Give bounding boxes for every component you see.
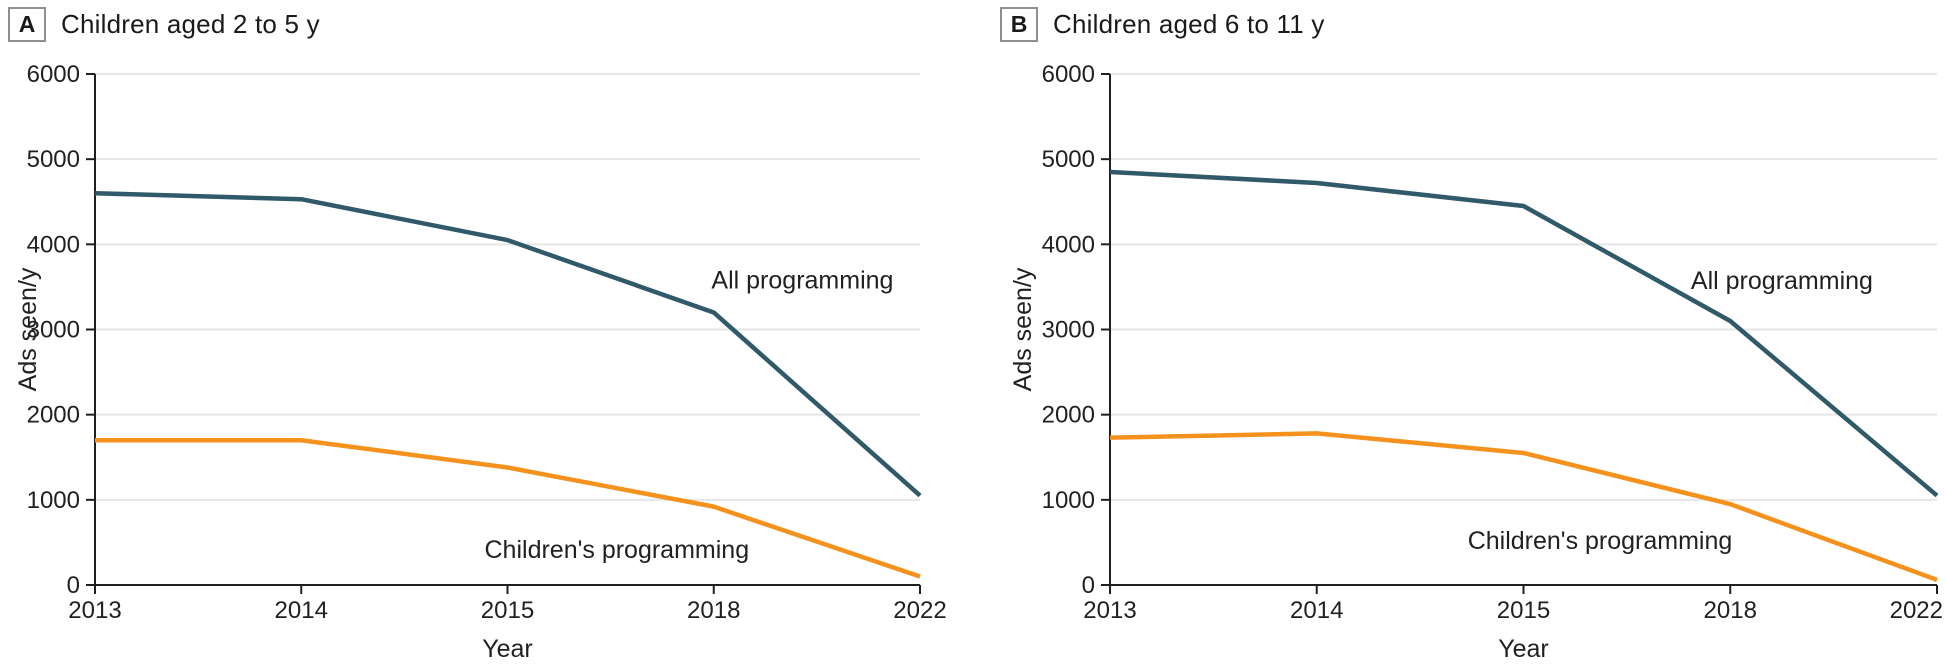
axes: 0 1000 2000 3000 4000 5000 6000 2013 2014 2015 201… (1042, 61, 1943, 624)
series-line-children-s-programming (1109, 431, 1938, 583)
series-line-all-programming (1109, 169, 1939, 498)
y-tick-label: 6000 (27, 61, 80, 88)
x-tick-label: 2014 (275, 597, 328, 624)
panel-a: A Children aged 2 to 5 y 0 1000 2000 3000 40… (8, 7, 947, 663)
x-tick-label: 2013 (1083, 597, 1136, 624)
y-tick-label: 2000 (27, 402, 80, 429)
series-label: All programming (1691, 267, 1873, 295)
series-label: Children's programming (485, 536, 750, 564)
y-tick-label: 1000 (27, 487, 80, 514)
x-tick-label: 2013 (68, 597, 121, 624)
y-tick-label: 0 (1082, 572, 1095, 599)
y-axis-title: Ads seen/y (1009, 267, 1037, 391)
y-tick-label: 4000 (1042, 231, 1095, 258)
panel-a-letter-badge: A (8, 7, 46, 42)
chart-a-ads-seen-by-year: 0 1000 2000 3000 4000 5000 6000 2013 2014 2015 201… (14, 61, 947, 663)
gridlines (1110, 73, 1937, 501)
series-label: All programming (711, 266, 893, 294)
x-tick-label: 2022 (1890, 597, 1943, 624)
panel-a-header: A Children aged 2 to 5 y (8, 7, 320, 42)
gridlines (95, 73, 920, 501)
x-tick-label: 2015 (1497, 597, 1550, 624)
series-line-all-programming (94, 190, 922, 498)
panel-b-header: B Children aged 6 to 11 y (1000, 7, 1325, 42)
y-tick-label: 6000 (1042, 61, 1095, 88)
y-axis-title: Ads seen/y (14, 267, 42, 391)
chart-b-ads-seen-by-year: 0 1000 2000 3000 4000 5000 6000 2013 2014 2015 201… (1009, 61, 1943, 663)
x-tick-label: 2014 (1290, 597, 1343, 624)
panel-b: B Children aged 6 to 11 y 0 1000 2000 3000 4… (995, 0, 1945, 668)
y-tick-label: 0 (67, 572, 80, 599)
x-tick-label: 2015 (481, 597, 534, 624)
y-tick-label: 1000 (1042, 487, 1095, 514)
x-axis-title: Year (1498, 635, 1549, 663)
x-tick-label: 2018 (687, 597, 740, 624)
x-tick-label: 2022 (893, 597, 946, 624)
panel-b-letter-badge: B (1000, 7, 1038, 42)
axes: 0 1000 2000 3000 4000 5000 6000 2013 2014 2015 201… (27, 61, 947, 624)
y-tick-label: 4000 (27, 231, 80, 258)
y-tick-label: 5000 (27, 146, 80, 173)
series-line-children-s-programming (95, 437, 921, 579)
y-tick-label: 5000 (1042, 146, 1095, 173)
y-tick-label: 3000 (1042, 317, 1095, 344)
y-tick-label: 2000 (1042, 402, 1095, 429)
x-axis-title: Year (482, 635, 533, 663)
x-tick-label: 2018 (1704, 597, 1757, 624)
panel-b-title: Children aged 6 to 11 y (1053, 9, 1325, 39)
panel-a-title: Children aged 2 to 5 y (61, 9, 320, 39)
series-label: Children's programming (1468, 527, 1733, 555)
y-tick-label: 3000 (27, 317, 80, 344)
